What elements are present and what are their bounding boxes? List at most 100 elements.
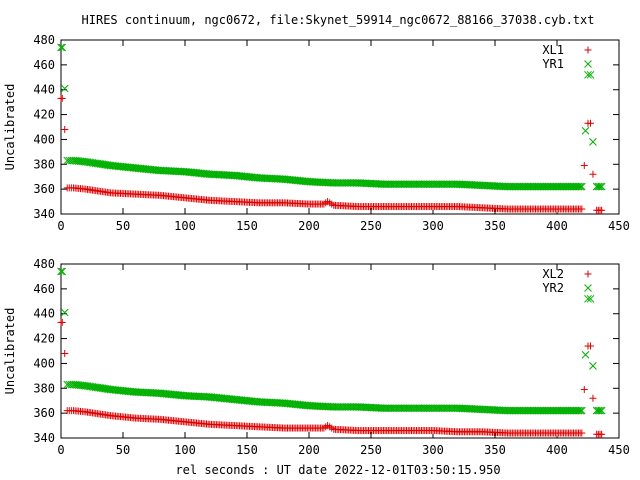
y-tick-label-0: 440 <box>33 83 55 97</box>
x-tick-label-0: 0 <box>57 219 64 233</box>
data-point-xl1 <box>586 119 594 127</box>
data-point-yr2-d2 <box>57 267 65 276</box>
data-point-yr2 <box>58 267 67 276</box>
legend-label-yr2: YR2 <box>542 281 564 295</box>
data-point-yr2 <box>581 350 590 359</box>
x-tick-label-0: 450 <box>608 219 630 233</box>
x-tick-label-1: 300 <box>422 443 444 457</box>
data-point-yr2 <box>57 267 65 276</box>
data-point-xl2 <box>586 342 594 350</box>
data-point-yr1 <box>576 182 585 191</box>
data-point-yr2-d2 <box>574 406 583 415</box>
x-tick-label-1: 0 <box>57 443 64 457</box>
x-tick-label-1: 450 <box>608 443 630 457</box>
legend-label-xl2: XL2 <box>542 267 564 281</box>
y-tick-label-1: 340 <box>33 431 55 445</box>
data-point-yr1 <box>577 182 586 191</box>
y-tick-label-1: 440 <box>33 307 55 321</box>
data-point-yr1 <box>57 43 65 52</box>
data-point-xl1 <box>61 125 69 133</box>
data-point-xl1 <box>578 205 586 213</box>
data-point-yr1 <box>597 182 606 191</box>
data-point-yr2-d2 <box>596 406 604 415</box>
data-point-yr2-d2 <box>581 350 590 359</box>
y-tick-label-1: 380 <box>33 381 55 395</box>
data-point-yr2-d2 <box>594 406 603 415</box>
data-point-yr1-d2 <box>596 182 604 191</box>
x-tick-label-1: 150 <box>236 443 258 457</box>
y-axis-label-1: Uncalibrated <box>3 308 17 395</box>
data-point-yr2-d2 <box>586 294 595 303</box>
legend-marker-yr2-d2 <box>584 284 592 292</box>
y-tick-label-0: 400 <box>33 132 55 146</box>
data-point-xl2 <box>598 430 606 438</box>
data-point-yr1-d2 <box>60 84 69 93</box>
y-axis-label-0: Uncalibrated <box>3 84 17 171</box>
data-point-yr1-d2 <box>584 70 592 79</box>
data-point-yr2 <box>596 406 604 415</box>
data-point-yr1 <box>596 182 604 191</box>
data-point-yr1 <box>574 182 583 191</box>
data-point-yr1 <box>589 138 597 146</box>
data-point-yr1 <box>58 43 67 52</box>
x-axis-label: rel seconds : UT date 2022-12-01T03:50:1… <box>175 463 500 477</box>
data-point-yr1-d2 <box>597 182 606 191</box>
data-point-xl1 <box>580 162 588 170</box>
data-point-yr1 <box>60 84 69 93</box>
data-point-yr2 <box>589 362 597 370</box>
data-point-yr1-d2 <box>577 182 586 191</box>
x-tick-label-0: 150 <box>236 219 258 233</box>
data-point-yr1 <box>594 182 603 191</box>
legend-marker-yr1 <box>584 60 592 68</box>
data-point-yr1-d2 <box>57 43 65 52</box>
data-point-yr2-d2 <box>589 362 597 370</box>
data-point-yr2 <box>586 294 595 303</box>
data-point-xl2 <box>578 429 586 437</box>
y-tick-label-0: 380 <box>33 157 55 171</box>
data-point-yr2 <box>597 406 606 415</box>
data-point-yr2-d2 <box>576 406 585 415</box>
data-point-xl2 <box>580 386 588 394</box>
y-tick-label-1: 480 <box>33 257 55 271</box>
x-tick-label-1: 250 <box>360 443 382 457</box>
x-tick-label-1: 50 <box>116 443 130 457</box>
plot-frame-0 <box>60 39 620 215</box>
bottom-panel: 0 50 100 150 200 250 300 350 400 450 340 360 380 400 4… <box>3 257 630 457</box>
x-tick-label-0: 100 <box>174 219 196 233</box>
data-point-yr1 <box>584 70 592 79</box>
y-tick-label-0: 420 <box>33 108 55 122</box>
data-point-yr1-d2 <box>586 70 595 79</box>
data-point-yr1 <box>581 126 590 135</box>
data-point-yr2-d2 <box>597 406 606 415</box>
x-tick-label-1: 200 <box>298 443 320 457</box>
y-tick-label-1: 360 <box>33 406 55 420</box>
legend-marker-yr2 <box>584 284 592 292</box>
data-point-yr1-d2 <box>589 138 597 146</box>
data-point-yr1-d2 <box>58 43 67 52</box>
x-tick-label-0: 200 <box>298 219 320 233</box>
data-point-xl1 <box>58 94 66 102</box>
y-tick-label-0: 340 <box>33 207 55 221</box>
legend-label-yr1: YR1 <box>542 57 564 71</box>
y-tick-label-1: 420 <box>33 332 55 346</box>
data-point-yr2-d2 <box>577 406 586 415</box>
data-point-xl2 <box>58 318 66 326</box>
data-point-xl1 <box>589 170 597 178</box>
data-point-yr2-d2 <box>58 267 67 276</box>
y-tick-label-0: 360 <box>33 182 55 196</box>
data-point-xl2 <box>61 349 69 357</box>
data-point-yr1-d2 <box>581 126 590 135</box>
chart-title: HIRES continuum, ngc0672, file:Skynet_59… <box>82 13 595 27</box>
y-tick-label-0: 480 <box>33 33 55 47</box>
y-tick-label-1: 400 <box>33 356 55 370</box>
data-point-yr2 <box>576 406 585 415</box>
data-point-yr2 <box>584 294 592 303</box>
data-point-xl1 <box>598 206 606 214</box>
data-point-xl2 <box>589 394 597 402</box>
x-tick-label-0: 300 <box>422 219 444 233</box>
x-tick-label-0: 50 <box>116 219 130 233</box>
data-point-yr1-d2 <box>574 182 583 191</box>
y-tick-label-1: 460 <box>33 282 55 296</box>
legend-marker-yr1-d2 <box>584 60 592 68</box>
data-point-yr2 <box>574 406 583 415</box>
